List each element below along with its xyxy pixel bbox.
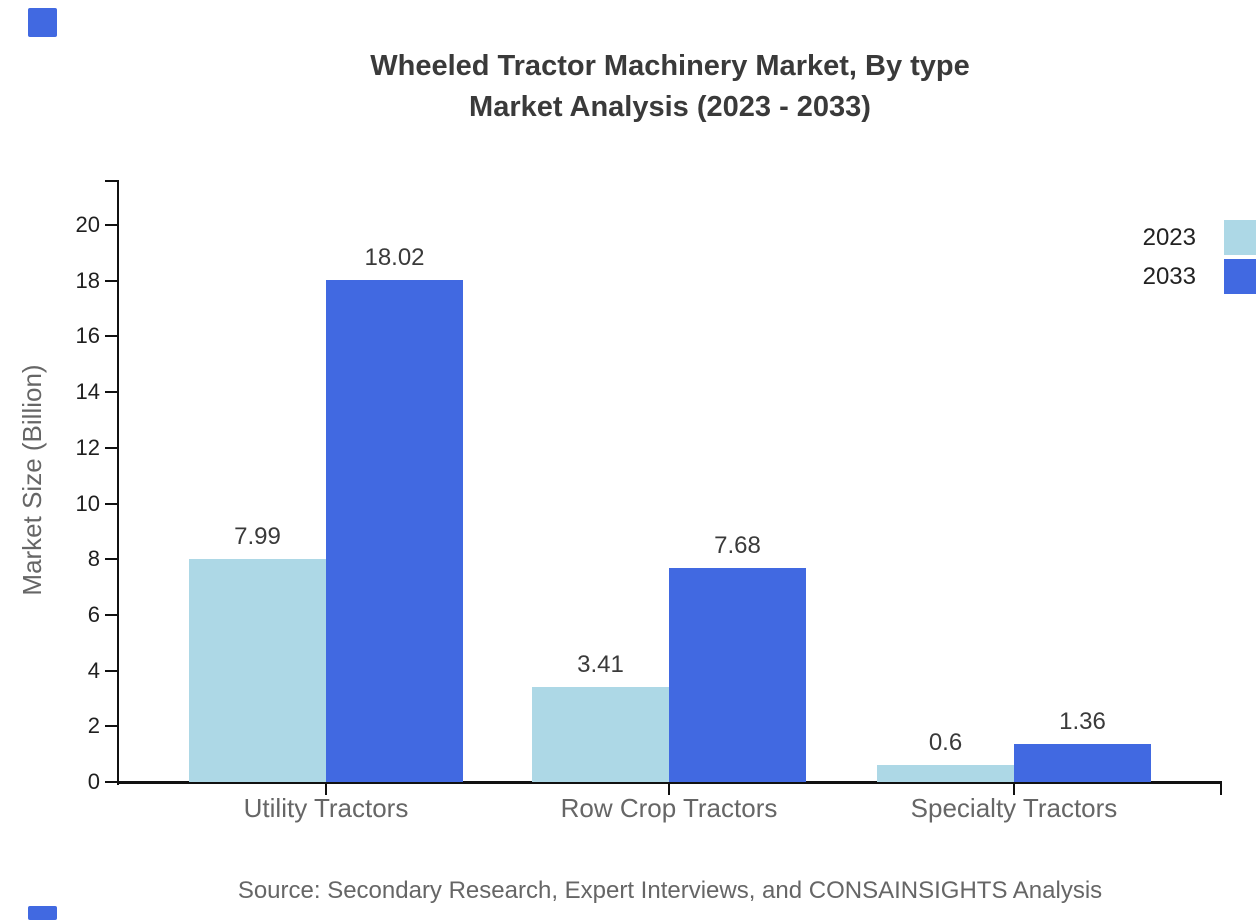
bar-2033-utility-tractors <box>326 280 463 782</box>
legend-swatch-2033 <box>1224 259 1256 294</box>
y-tick-label-0: 0 <box>87 769 100 794</box>
y-tick-label-8: 8 <box>87 546 100 572</box>
bar-2033-specialty-tractors <box>1014 744 1151 782</box>
y-tick-2 <box>105 725 118 728</box>
y-tick-20 <box>105 224 118 226</box>
category-label-utility-tractors: Utility Tractors <box>243 793 409 823</box>
decorative-square-top-left <box>28 8 57 37</box>
source-note: Source: Secondary Research, Expert Inter… <box>237 877 1103 904</box>
y-tick-18 <box>105 279 118 282</box>
y-tick-12 <box>105 446 118 449</box>
y-axis-end-cap <box>105 180 118 182</box>
y-axis-line <box>117 180 119 785</box>
chart-title-line2: Market Analysis (2023 - 2033) <box>469 91 871 123</box>
decorative-square-bottom-left <box>28 906 57 920</box>
value-label-2023-utility-tractors: 7.99 <box>234 523 281 551</box>
bar-2023-specialty-tractors <box>877 765 1014 782</box>
y-tick-label-6: 6 <box>87 601 100 627</box>
y-tick-16 <box>105 335 118 338</box>
chart-title-line1: Wheeled Tractor Machinery Market, By typ… <box>370 50 970 82</box>
value-label-2033-row-crop-tractors: 7.68 <box>714 532 761 560</box>
value-label-2023-specialty-tractors: 0.6 <box>928 729 963 757</box>
y-tick-10 <box>105 502 118 505</box>
legend-swatch-2023 <box>1224 220 1256 255</box>
category-label-row-crop-tractors: Row Crop Tractors <box>560 793 778 823</box>
y-tick-0 <box>105 781 118 783</box>
y-tick-label-10: 10 <box>75 490 100 516</box>
chart-title: Wheeled Tractor Machinery Market, By typ… <box>80 46 1260 128</box>
y-tick-label-16: 16 <box>75 323 100 349</box>
y-tick-label-18: 18 <box>75 267 100 293</box>
legend-label-2033: 2033 <box>1142 263 1196 290</box>
bar-2033-row-crop-tractors <box>669 568 806 782</box>
legend-label-2023: 2023 <box>1142 224 1196 251</box>
x-tick-row-crop-tractors <box>668 782 670 795</box>
category-label-specialty-tractors: Specialty Tractors <box>910 793 1118 823</box>
x-axis-end-tick <box>1220 782 1222 795</box>
y-tick-label-2: 2 <box>87 713 100 739</box>
x-tick-utility-tractors <box>325 782 327 795</box>
value-label-2033-utility-tractors: 18.02 <box>364 244 425 272</box>
value-label-2023-row-crop-tractors: 3.41 <box>577 651 624 679</box>
y-tick-4 <box>105 669 118 672</box>
y-tick-label-20: 20 <box>75 212 100 237</box>
x-tick-specialty-tractors <box>1013 782 1015 795</box>
y-tick-label-12: 12 <box>75 434 100 460</box>
y-tick-14 <box>105 391 118 394</box>
bar-2023-row-crop-tractors <box>532 687 669 782</box>
bar-2023-utility-tractors <box>189 559 326 782</box>
y-tick-label-14: 14 <box>75 379 100 405</box>
value-label-2033-specialty-tractors: 1.36 <box>1059 708 1106 736</box>
y-tick-8 <box>105 558 118 561</box>
y-tick-label-4: 4 <box>87 657 100 683</box>
y-tick-6 <box>105 613 118 616</box>
